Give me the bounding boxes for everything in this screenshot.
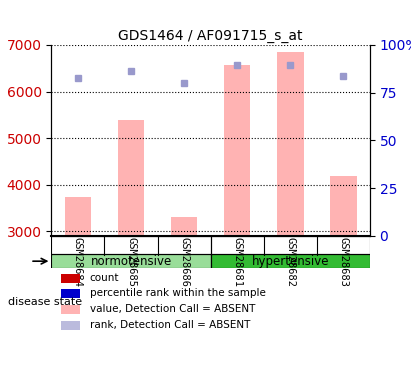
Text: GSM28686: GSM28686 bbox=[179, 237, 189, 287]
Bar bbox=[171, 217, 197, 236]
Text: GSM28683: GSM28683 bbox=[338, 237, 349, 287]
Text: percentile rank within the sample: percentile rank within the sample bbox=[90, 288, 266, 298]
Text: rank, Detection Call = ABSENT: rank, Detection Call = ABSENT bbox=[90, 320, 250, 330]
Text: GSM28682: GSM28682 bbox=[285, 237, 295, 287]
Text: normotensive: normotensive bbox=[90, 255, 172, 268]
Text: hypertensive: hypertensive bbox=[252, 255, 329, 268]
Text: GSM28681: GSM28681 bbox=[232, 237, 242, 287]
Bar bbox=[330, 176, 357, 236]
Bar bbox=[65, 196, 91, 236]
Bar bbox=[61, 305, 80, 314]
Bar bbox=[61, 321, 80, 330]
Bar bbox=[61, 289, 80, 298]
Title: GDS1464 / AF091715_s_at: GDS1464 / AF091715_s_at bbox=[118, 28, 303, 43]
FancyBboxPatch shape bbox=[210, 254, 370, 268]
Bar bbox=[277, 51, 304, 236]
FancyBboxPatch shape bbox=[51, 254, 210, 268]
Text: value, Detection Call = ABSENT: value, Detection Call = ABSENT bbox=[90, 304, 255, 314]
Bar bbox=[118, 120, 144, 236]
Bar bbox=[61, 274, 80, 284]
Text: disease state: disease state bbox=[8, 297, 82, 307]
Text: count: count bbox=[90, 273, 119, 283]
Text: GSM28685: GSM28685 bbox=[126, 237, 136, 287]
Text: GSM28684: GSM28684 bbox=[73, 237, 83, 287]
Bar bbox=[224, 66, 250, 236]
